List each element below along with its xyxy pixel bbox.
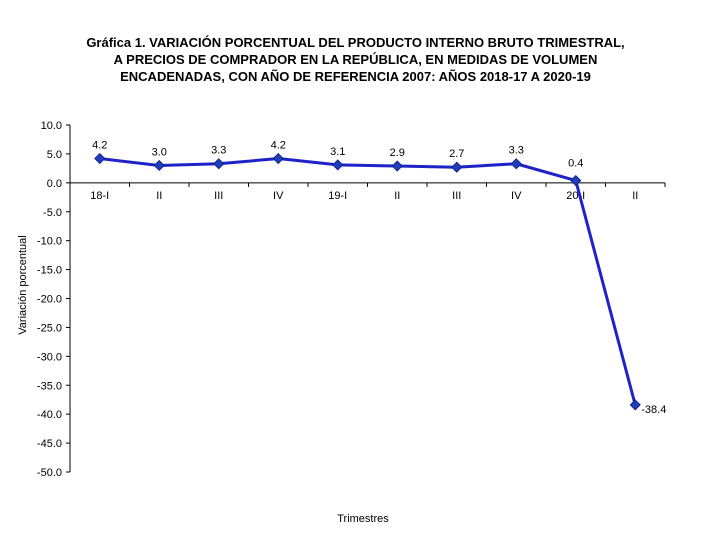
data-label: 4.2 [271, 140, 286, 152]
series-line [94, 152, 641, 411]
series-polyline [99, 157, 637, 406]
y-tick-label: -5.0 [43, 207, 62, 219]
y-tick-label: -50.0 [37, 467, 62, 479]
chart-title: Gráfica 1. VARIACIÓN PORCENTUAL DEL PROD… [0, 34, 711, 85]
data-label: 3.3 [211, 145, 226, 157]
x-category-label: II [394, 190, 400, 202]
x-category-label: III [452, 190, 461, 202]
data-point-marker [213, 158, 225, 170]
x-category-label: III [214, 190, 223, 202]
x-category-label: 19-I [328, 190, 347, 202]
y-tick-label: -35.0 [37, 380, 62, 392]
data-point-marker [451, 161, 463, 173]
data-label: 3.0 [152, 146, 167, 158]
data-label: 0.4 [568, 158, 583, 170]
y-tick-label: 5.0 [47, 149, 62, 161]
y-tick-label: -40.0 [37, 409, 62, 421]
data-point-marker [332, 159, 344, 171]
data-point-marker [272, 152, 284, 165]
y-axis-label: Variación porcentual [17, 235, 29, 334]
y-tick-label: -30.0 [37, 351, 62, 363]
data-point-marker [510, 158, 522, 170]
data-point-marker [94, 152, 106, 165]
data-label: 2.9 [390, 147, 405, 159]
data-point-marker [629, 399, 641, 411]
x-category-label: IV [511, 190, 522, 202]
chart-title-line-1: Gráfica 1. VARIACIÓN PORCENTUAL DEL PROD… [86, 35, 625, 50]
y-tick-label: -10.0 [37, 236, 62, 248]
y-tick-label: 0.0 [47, 178, 62, 190]
y-tick-label: 10.0 [41, 120, 62, 132]
y-tick-label: -15.0 [37, 265, 62, 277]
x-category-label: II [156, 190, 162, 202]
data-label: 2.7 [449, 148, 464, 160]
data-label: 3.1 [330, 146, 345, 158]
x-category-label: IV [273, 190, 284, 202]
data-label: -38.4 [641, 404, 666, 416]
data-point-marker [570, 174, 582, 187]
data-point-marker [153, 159, 165, 172]
y-tick-label: -45.0 [37, 438, 62, 450]
chart-title-line-2: A PRECIOS DE COMPRADOR EN LA REPÚBLICA, … [113, 52, 598, 67]
x-category-label: II [632, 190, 638, 202]
chart-title-line-3: ENCADENADAS, CON AÑO DE REFERENCIA 2007:… [120, 69, 591, 84]
data-point-marker [391, 160, 403, 172]
data-label: 4.2 [92, 140, 107, 152]
y-tick-label: -20.0 [37, 294, 62, 306]
y-tick-label: -25.0 [37, 322, 62, 334]
data-labels: 4.2 3.0 3.3 4.2 3.1 2.9 2.7 3.3 0.4 -38.4 [92, 140, 666, 416]
data-label: 3.3 [509, 145, 524, 157]
y-axis: 10.0 5.0 0.0 -5.0 -10.0 -15.0 -20.0 -25.0 -30.0 -… [37, 120, 71, 479]
x-axis-label: Trimestres [337, 513, 389, 525]
x-category-label: 18-I [90, 190, 109, 202]
